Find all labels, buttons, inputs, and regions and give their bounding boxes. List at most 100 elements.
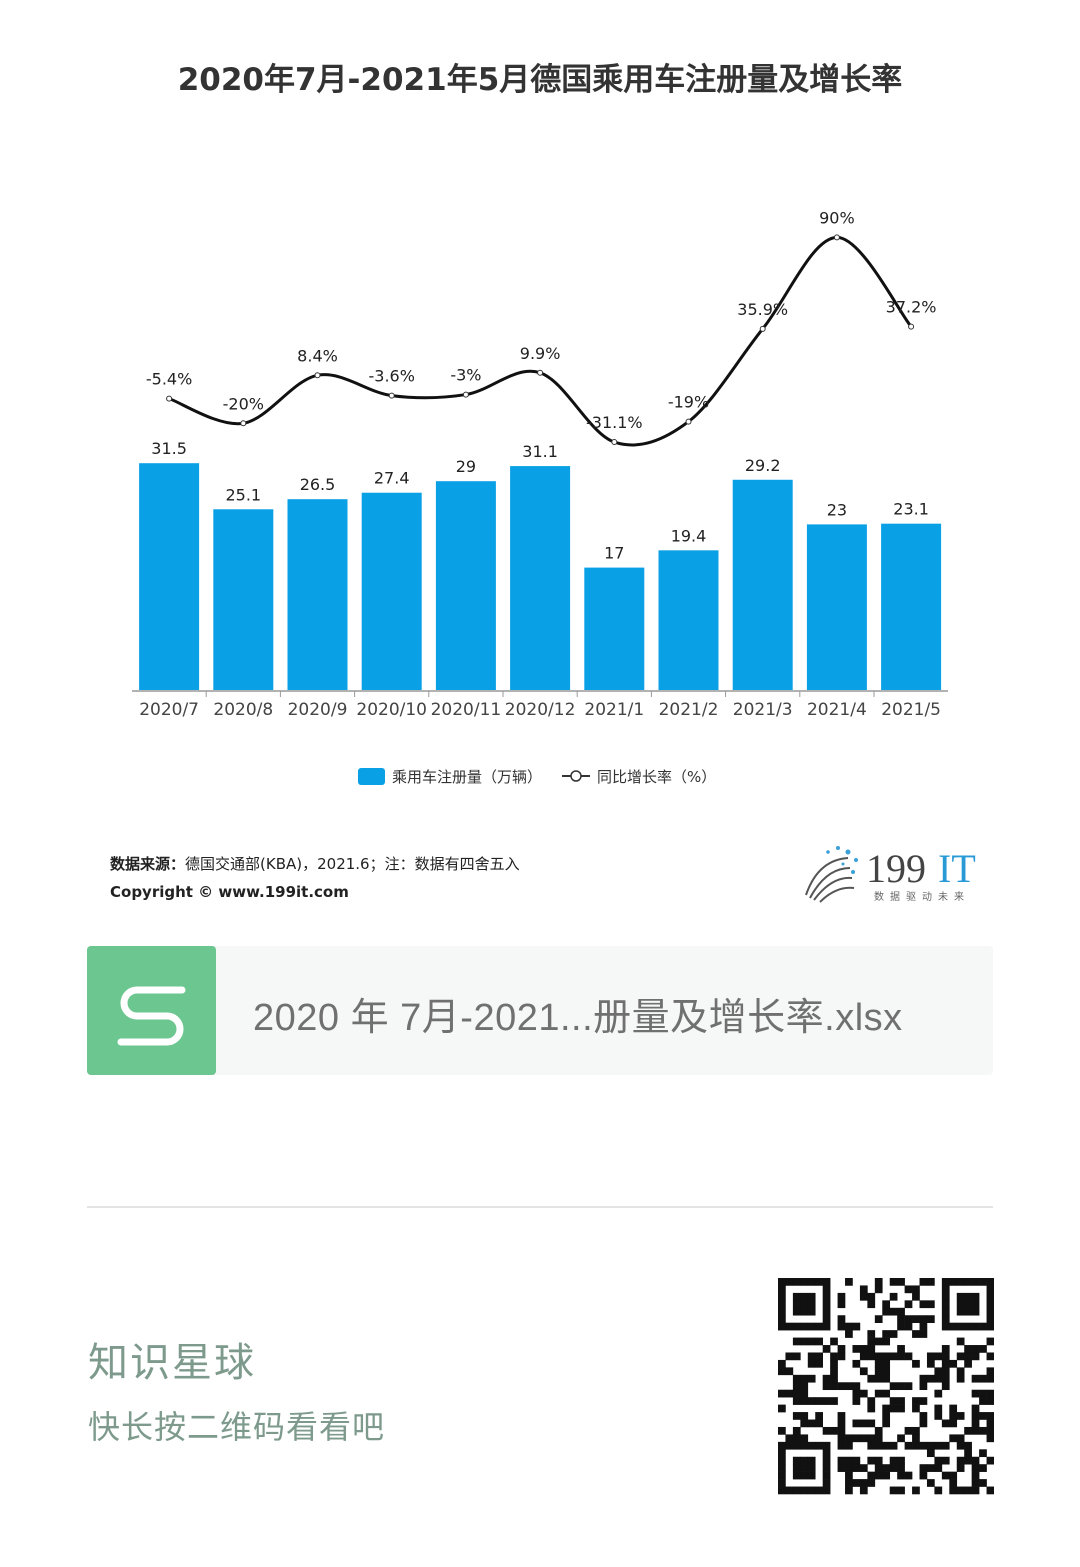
qr-module bbox=[926, 1479, 935, 1487]
qr-module bbox=[986, 1486, 994, 1495]
qr-module bbox=[852, 1397, 861, 1405]
qr-module bbox=[852, 1479, 861, 1487]
qr-module bbox=[979, 1278, 987, 1286]
qr-module bbox=[971, 1292, 980, 1301]
qr-module bbox=[807, 1456, 816, 1465]
line-value-label: -20% bbox=[223, 394, 264, 413]
qr-module bbox=[800, 1397, 809, 1405]
qr-module bbox=[778, 1464, 786, 1472]
qr-module bbox=[807, 1278, 816, 1286]
qr-module bbox=[837, 1426, 846, 1435]
file-attachment[interactable]: 2020 年 7月-2021...册量及增长率.xlsx bbox=[87, 946, 993, 1075]
qr-module bbox=[800, 1434, 809, 1443]
qr-module bbox=[874, 1352, 883, 1361]
qr-module bbox=[845, 1434, 853, 1443]
qr-module bbox=[956, 1278, 965, 1286]
source-text: 德国交通部(KBA)，2021.6；注：数据有四舍五入 bbox=[185, 855, 520, 873]
legend-line-label: 同比增长率（%） bbox=[597, 768, 716, 786]
qr-module bbox=[778, 1278, 786, 1286]
qr-module bbox=[778, 1456, 786, 1465]
qr-module bbox=[874, 1315, 883, 1323]
qr-module bbox=[874, 1464, 883, 1472]
qr-module bbox=[800, 1337, 809, 1346]
logo-tagline: 数据驱动未来 bbox=[874, 890, 970, 903]
qr-module bbox=[949, 1434, 958, 1443]
qr-module bbox=[971, 1389, 980, 1398]
qr-module bbox=[800, 1412, 809, 1420]
qr-module bbox=[830, 1367, 838, 1376]
qr-module bbox=[874, 1441, 883, 1450]
qr-module bbox=[830, 1426, 838, 1435]
qr-module bbox=[778, 1404, 786, 1413]
qr-module bbox=[822, 1307, 831, 1316]
qr-module bbox=[785, 1486, 794, 1495]
bar bbox=[732, 479, 793, 690]
qr-module bbox=[897, 1352, 905, 1361]
qr-module bbox=[956, 1300, 965, 1309]
divider bbox=[87, 1206, 993, 1208]
qr-module bbox=[979, 1345, 987, 1353]
bar bbox=[510, 466, 571, 690]
qr-module bbox=[956, 1441, 965, 1450]
qr-module bbox=[889, 1464, 898, 1472]
qr-module bbox=[889, 1456, 898, 1465]
qr-module bbox=[949, 1471, 958, 1480]
qr-module bbox=[815, 1359, 823, 1368]
qr-module bbox=[867, 1397, 876, 1405]
qr-module bbox=[867, 1345, 876, 1353]
line-value-label: 35.9% bbox=[737, 300, 788, 319]
qr-module bbox=[867, 1456, 876, 1465]
qr-module bbox=[934, 1412, 943, 1420]
qr-module bbox=[919, 1315, 928, 1323]
qr-module bbox=[956, 1367, 965, 1376]
line-marker bbox=[908, 323, 915, 330]
line-marker bbox=[462, 391, 469, 398]
qr-module bbox=[807, 1300, 816, 1309]
qr-module bbox=[830, 1382, 838, 1391]
qr-module bbox=[949, 1486, 958, 1495]
qr-module bbox=[897, 1345, 905, 1353]
qr-module bbox=[815, 1412, 823, 1420]
bar-value-label: 26.5 bbox=[300, 475, 336, 494]
qr-module bbox=[792, 1486, 801, 1495]
qr-module bbox=[979, 1464, 987, 1472]
qr-module bbox=[867, 1404, 876, 1413]
bar-value-label: 17 bbox=[604, 544, 624, 563]
qr-module bbox=[941, 1307, 950, 1316]
line-value-label: -5.4% bbox=[146, 370, 192, 389]
qr-module bbox=[979, 1397, 987, 1405]
bar bbox=[584, 567, 645, 690]
qr-module bbox=[986, 1374, 994, 1383]
qr-module bbox=[792, 1456, 801, 1465]
chart: 2020年7月-2021年5月德国乘用车注册量及增长率 31.5 25.1 26.5… bbox=[132, 62, 948, 786]
qr-module bbox=[845, 1441, 853, 1450]
qr-module bbox=[979, 1322, 987, 1331]
line-marker bbox=[611, 439, 618, 446]
bar-value-label: 23 bbox=[827, 500, 847, 519]
qr-module bbox=[837, 1292, 846, 1301]
qr-module bbox=[986, 1292, 994, 1301]
qr-module bbox=[778, 1285, 786, 1294]
qr-module bbox=[964, 1441, 972, 1450]
qr-module bbox=[897, 1382, 905, 1391]
qr-module bbox=[912, 1397, 920, 1405]
qr-module bbox=[956, 1456, 965, 1465]
qr-module bbox=[800, 1389, 809, 1398]
file-name[interactable]: 2020 年 7月-2021...册量及增长率.xlsx bbox=[253, 997, 903, 1039]
qr-module bbox=[800, 1464, 809, 1472]
qr-code[interactable] bbox=[778, 1278, 994, 1495]
qr-module bbox=[822, 1285, 831, 1294]
qr-module bbox=[986, 1337, 994, 1346]
qr-module bbox=[956, 1307, 965, 1316]
qr-module bbox=[778, 1292, 786, 1301]
qr-module bbox=[852, 1419, 861, 1428]
qr-module bbox=[941, 1352, 950, 1361]
footer-title: 知识星球 bbox=[88, 1340, 256, 1386]
qr-module bbox=[778, 1322, 786, 1331]
qr-module bbox=[822, 1456, 831, 1465]
qr-module bbox=[986, 1352, 994, 1361]
qr-module bbox=[792, 1292, 801, 1301]
qr-module bbox=[971, 1345, 980, 1353]
qr-module bbox=[778, 1315, 786, 1323]
qr-module bbox=[986, 1434, 994, 1443]
